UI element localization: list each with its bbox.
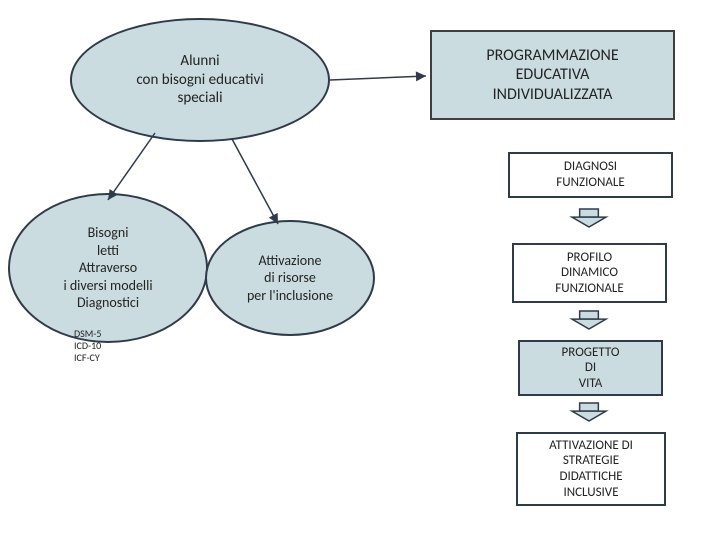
node-profilo: PROFILODINAMICOFUNZIONALE <box>512 243 667 303</box>
node-strategie: ATTIVAZIONE DISTRATEGIEDIDATTICHEINCLUSI… <box>516 432 666 506</box>
node-programmazione: PROGRAMMAZIONEEDUCATIVAINDIVIDUALIZZATA <box>430 30 675 120</box>
node-profilo-label: PROFILODINAMICOFUNZIONALE <box>555 250 623 297</box>
node-diagnosi: DIAGNOSIFUNZIONALE <box>508 152 673 198</box>
node-diagnosi-label: DIAGNOSIFUNZIONALE <box>556 159 624 190</box>
node-progetto-vita-label: PROGETTODIVITA <box>562 345 620 392</box>
node-bisogni-label: BisognilettiAttraversoi diversi modelliD… <box>63 224 152 312</box>
node-bisogni: BisognilettiAttraversoi diversi modelliD… <box>8 193 208 343</box>
node-alunni-label: Alunnicon bisogni educativispeciali <box>136 52 263 108</box>
node-attivazione-risorse: Attivazionedi risorseper l'inclusione <box>205 220 375 336</box>
node-attivazione-risorse-label: Attivazionedi risorseper l'inclusione <box>247 252 333 305</box>
node-programmazione-label: PROGRAMMAZIONEEDUCATIVAINDIVIDUALIZZATA <box>486 46 618 104</box>
node-alunni: Alunnicon bisogni educativispeciali <box>70 18 330 142</box>
node-progetto-vita: PROGETTODIVITA <box>518 340 663 396</box>
node-strategie-label: ATTIVAZIONE DISTRATEGIEDIDATTICHEINCLUSI… <box>549 438 633 500</box>
footnote-models: DSM-5ICD-10ICF-CY <box>74 328 101 364</box>
footnote-models-text: DSM-5ICD-10ICF-CY <box>74 327 101 364</box>
